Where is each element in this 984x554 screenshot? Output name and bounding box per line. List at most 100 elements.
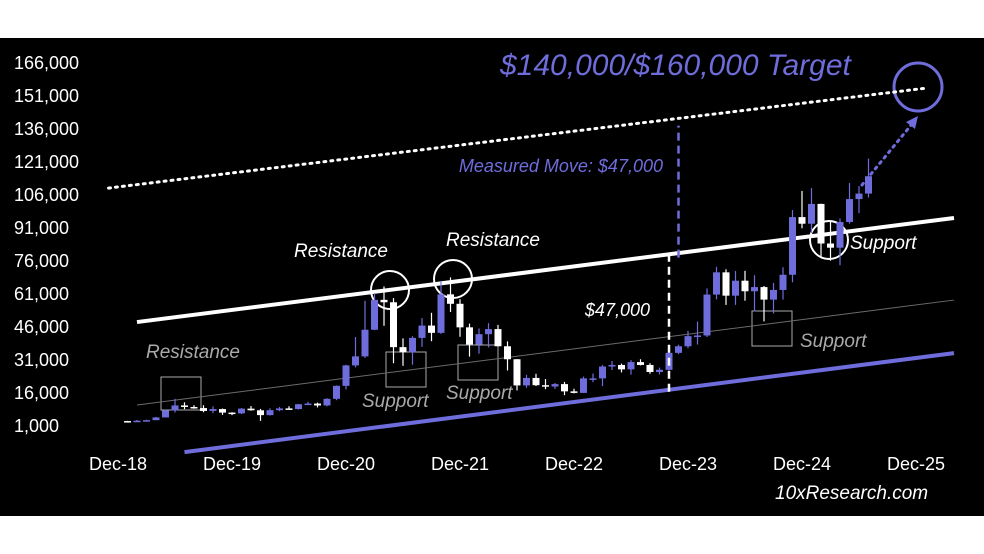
- trend-line: [136, 299, 955, 406]
- annotation: Support: [800, 331, 867, 352]
- candle-body: [314, 403, 321, 406]
- candle-body: [238, 408, 245, 414]
- candle-body: [219, 409, 226, 413]
- chart-title: $140,000/$160,000 Target: [499, 49, 853, 82]
- candle-body: [846, 199, 853, 222]
- candle-body: [817, 203, 825, 244]
- candle-body: [295, 404, 302, 410]
- candle-body: [133, 420, 141, 423]
- candle-body: [513, 359, 521, 386]
- trend-line: [184, 351, 955, 455]
- candle-body: [732, 280, 739, 296]
- y-tick-label: 91,000: [14, 218, 69, 238]
- candle-body: [475, 334, 483, 345]
- candle-body: [637, 362, 644, 365]
- candle-body: [751, 287, 758, 292]
- arrow: [860, 122, 914, 187]
- candle-body: [656, 369, 663, 372]
- candle-body: [798, 217, 806, 224]
- x-tick-label: Dec-18: [89, 454, 147, 474]
- annotation: Resistance: [446, 230, 540, 251]
- candle-body: [428, 325, 435, 333]
- y-tick-label: 46,000: [14, 317, 69, 337]
- x-tick-label: Dec-21: [431, 454, 489, 474]
- candle-body: [865, 176, 872, 194]
- annotation: Support: [362, 391, 429, 412]
- candle-body: [418, 325, 426, 338]
- candle-body: [437, 294, 445, 333]
- candle-body: [190, 406, 198, 409]
- candle-body: [760, 287, 768, 300]
- y-tick-label: 31,000: [14, 350, 69, 370]
- box: [457, 344, 499, 381]
- candle-body: [228, 412, 236, 415]
- candle-body: [124, 421, 131, 423]
- candle-body: [285, 408, 293, 410]
- candle-body: [247, 408, 255, 411]
- y-tick-label: 151,000: [14, 86, 79, 106]
- candle-body: [409, 337, 416, 353]
- move-label: $47,000: [584, 300, 650, 320]
- trend-line: [107, 86, 927, 190]
- candle-body: [304, 403, 312, 406]
- candle-body: [371, 299, 378, 330]
- candle-body: [152, 417, 160, 421]
- x-tick-label: Dec-22: [545, 454, 603, 474]
- candle-body: [380, 299, 388, 303]
- y-tick-label: 76,000: [14, 251, 69, 271]
- annotation: Support: [850, 233, 917, 254]
- candle-body: [323, 398, 331, 406]
- candle-body: [684, 336, 692, 347]
- candle-body: [722, 272, 730, 296]
- candle-body: [627, 362, 635, 370]
- candle-body: [181, 405, 188, 407]
- candle-body: [257, 410, 264, 416]
- candle-body: [646, 364, 654, 372]
- candle-body: [143, 420, 150, 422]
- candle-body: [352, 356, 359, 366]
- candle-body: [703, 294, 711, 336]
- candle-body: [390, 302, 397, 348]
- box: [751, 310, 793, 347]
- candle-body: [855, 193, 863, 200]
- y-tick-label: 106,000: [14, 185, 79, 205]
- candle-body: [779, 274, 787, 290]
- candle-body: [542, 385, 549, 387]
- candle-body: [836, 221, 844, 248]
- y-tick-label: 121,000: [14, 152, 79, 172]
- candle-body: [361, 329, 369, 357]
- candle-body: [827, 243, 834, 248]
- y-tick-label: 166,000: [14, 53, 79, 73]
- candle-body: [209, 409, 217, 411]
- source: 10xResearch.com: [775, 483, 928, 504]
- candle-body: [485, 329, 492, 335]
- candle-body: [532, 377, 540, 386]
- candle-body: [276, 408, 283, 411]
- candle-body: [456, 303, 464, 328]
- move-label: Measured Move: $47,000: [459, 156, 663, 176]
- candle-body: [399, 347, 407, 353]
- candle-body: [333, 385, 340, 399]
- box: [160, 376, 202, 411]
- candle-body: [770, 289, 777, 300]
- candle-body: [162, 410, 169, 418]
- candle-body: [466, 327, 473, 345]
- candle-body: [171, 405, 179, 411]
- y-tick-label: 61,000: [14, 284, 69, 304]
- annotation: Resistance: [294, 241, 388, 262]
- candle-body: [599, 366, 606, 379]
- candle-body: [808, 203, 815, 224]
- x-tick-label: Dec-23: [659, 454, 717, 474]
- x-tick-label: Dec-20: [317, 454, 375, 474]
- candle-body: [741, 280, 749, 292]
- annotation: Support: [446, 383, 513, 404]
- candle-body: [342, 365, 350, 386]
- x-tick-label: Dec-24: [773, 454, 831, 474]
- candle-body: [523, 377, 530, 386]
- candle-body: [570, 391, 578, 393]
- candle-body: [608, 364, 616, 367]
- candle-body: [694, 335, 701, 337]
- candle-body: [447, 294, 454, 304]
